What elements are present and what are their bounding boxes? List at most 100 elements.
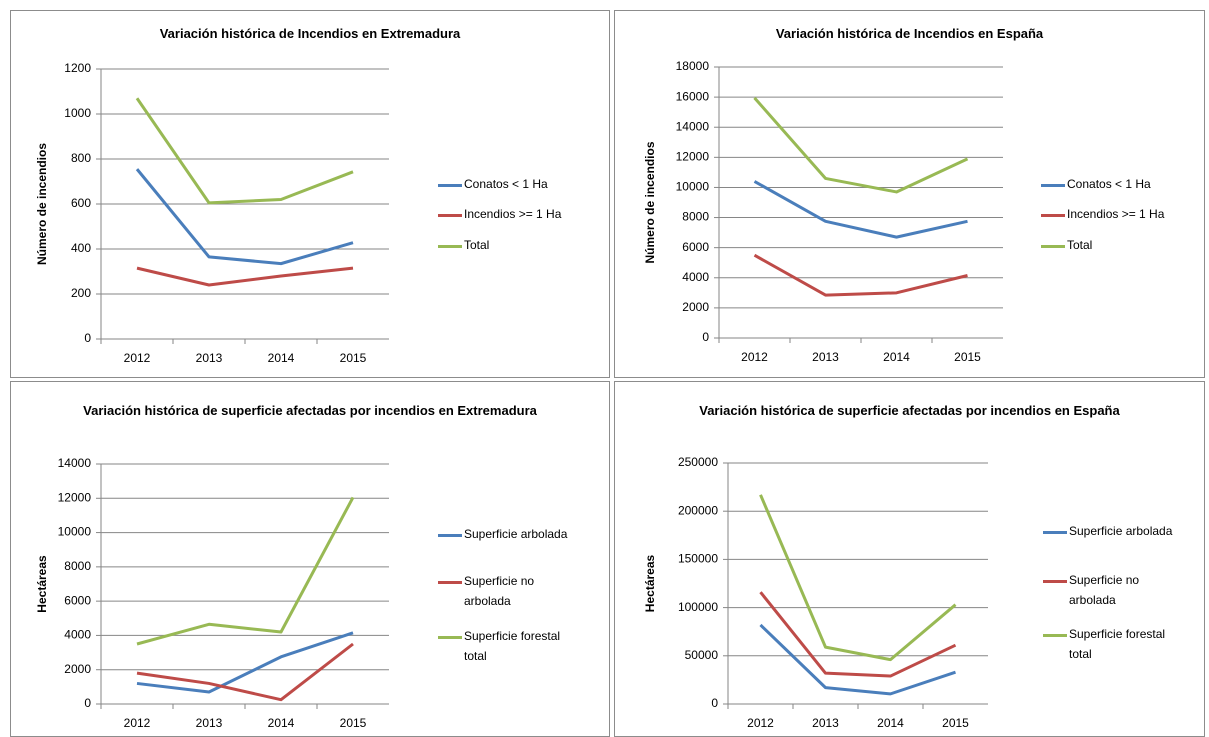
chart-title: Variación histórica de Incendios en Espa… (775, 26, 1044, 41)
chart-title: Variación histórica de superficie afecta… (83, 403, 537, 418)
x-tick-label: 2014 (268, 716, 295, 730)
y-axis-title: Hectáreas (643, 554, 657, 612)
y-tick-label: 200 (71, 286, 91, 300)
chart-title: Variación histórica de Incendios en Extr… (159, 26, 461, 41)
y-tick-label: 0 (702, 330, 709, 344)
y-tick-label: 0 (84, 331, 91, 345)
legend-label: Superficie forestal total (1069, 627, 1166, 661)
y-tick-label: 200000 (678, 503, 718, 517)
legend-item: Total (1041, 238, 1201, 255)
legend-swatch (438, 214, 462, 217)
legend-label: Incendios >= 1 Ha (464, 207, 562, 221)
x-tick-label: 2015 (340, 716, 367, 730)
y-tick-label: 8000 (682, 210, 709, 224)
y-tick-label: 12000 (58, 490, 92, 504)
y-tick-label: 6000 (64, 593, 91, 607)
y-tick-label: 250000 (678, 455, 718, 469)
x-tick-label: 2013 (196, 716, 223, 730)
y-tick-label: 14000 (58, 456, 92, 470)
legend-label: Superficie arbolada (464, 527, 568, 541)
x-tick-label: 2015 (942, 716, 969, 730)
legend-item: Superficie no arbolada (1043, 573, 1173, 610)
series-line (136, 631, 354, 694)
legend-item: Superficie no arbolada (438, 574, 568, 611)
legend-label: Superficie no arbolada (1069, 573, 1140, 607)
x-tick-label: 2015 (954, 350, 981, 364)
legend-swatch (438, 184, 462, 187)
y-axis-title: Hectáreas (35, 555, 49, 613)
y-tick-label: 800 (71, 151, 91, 165)
chart-panel: Variación histórica de superficie afecta… (10, 381, 610, 737)
x-tick-label: 2014 (883, 350, 910, 364)
x-tick-label: 2015 (340, 351, 367, 365)
legend-label: Total (1067, 238, 1093, 252)
y-tick-label: 2000 (64, 662, 91, 676)
series-line (759, 623, 956, 696)
chart-panel: Variación histórica de Incendios en Espa… (614, 10, 1205, 378)
legend-item: Conatos < 1 Ha (1041, 177, 1201, 194)
legend-item: Conatos < 1 Ha (438, 177, 608, 194)
series-line (135, 168, 354, 266)
chart-panel: Variación histórica de superficie afecta… (614, 381, 1205, 737)
chart: 0 2000 4000 6000 8000 10000 12000 14000 16000 180… (643, 59, 1003, 364)
y-tick-label: 1000 (64, 106, 91, 120)
x-tick-label: 2013 (812, 350, 839, 364)
legend-item: Superficie arbolada (1043, 524, 1173, 541)
y-tick-label: 12000 (676, 150, 710, 164)
legend-swatch (438, 245, 462, 248)
legend-item: Superficie arbolada (438, 527, 568, 544)
legend-label: Superficie arbolada (1069, 524, 1173, 538)
legend-label: Conatos < 1 Ha (464, 177, 548, 191)
chart: 0 200 400 600 800 1000 1200 2012 2013 2014 2015 Núm… (35, 61, 389, 365)
y-tick-label: 16000 (676, 89, 710, 103)
legend-item: Incendios >= 1 Ha (438, 207, 608, 224)
series-line (135, 97, 354, 205)
legend-swatch (1043, 531, 1067, 534)
x-tick-label: 2013 (196, 351, 223, 365)
y-axis-title: Número de incendios (643, 141, 657, 263)
x-tick-label: 2012 (747, 716, 774, 730)
series-line (759, 591, 957, 678)
legend-item: Superficie forestal total (438, 629, 568, 666)
legend-swatch (1041, 245, 1065, 248)
legend-item: Incendios >= 1 Ha (1041, 207, 1201, 224)
x-tick-label: 2014 (877, 716, 904, 730)
series-line (753, 96, 969, 194)
legend-swatch (438, 636, 462, 639)
series-line (753, 180, 968, 239)
y-tick-label: 6000 (682, 240, 709, 254)
legend-label: Superficie no arbolada (464, 574, 535, 608)
legend-label: Conatos < 1 Ha (1067, 177, 1151, 191)
x-tick-label: 2012 (741, 350, 768, 364)
series-line (136, 266, 354, 287)
x-tick-label: 2012 (124, 716, 151, 730)
y-tick-label: 4000 (682, 270, 709, 284)
series-line (136, 642, 354, 702)
chart: 0 50000 100000 150000 200000 250000 2012 2013 20… (643, 455, 988, 730)
chart: 0 2000 4000 6000 8000 10000 12000 14000 2012 2013… (35, 456, 389, 730)
legend-label: Total (464, 238, 490, 252)
x-tick-label: 2014 (268, 351, 295, 365)
chart-title: Variación histórica de superficie afecta… (699, 403, 1120, 418)
y-tick-label: 10000 (58, 525, 92, 539)
x-tick-label: 2012 (124, 351, 151, 365)
y-tick-label: 400 (71, 241, 91, 255)
y-tick-label: 600 (71, 196, 91, 210)
y-axis-title: Número de incendios (35, 143, 49, 265)
y-tick-label: 50000 (685, 648, 719, 662)
series-line (753, 253, 968, 297)
y-tick-label: 0 (84, 696, 91, 710)
series-line (136, 496, 355, 646)
legend-swatch (1041, 214, 1065, 217)
chart-panel: Variación histórica de Incendios en Extr… (10, 10, 610, 378)
legend-item: Total (438, 238, 608, 255)
y-tick-label: 0 (711, 696, 718, 710)
x-tick-label: 2013 (812, 716, 839, 730)
y-tick-label: 100000 (678, 600, 718, 614)
legend-swatch (1041, 184, 1065, 187)
legend-label: Incendios >= 1 Ha (1067, 207, 1165, 221)
legend-item: Superficie forestal total (1043, 627, 1173, 664)
legend-swatch (1043, 634, 1067, 637)
series-line (759, 494, 957, 662)
